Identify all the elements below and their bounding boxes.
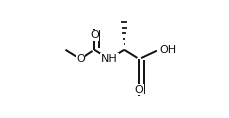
Text: O: O — [134, 85, 143, 95]
Text: O: O — [90, 30, 98, 40]
Text: O: O — [76, 54, 85, 64]
Text: OH: OH — [159, 45, 176, 55]
Text: NH: NH — [101, 54, 117, 64]
